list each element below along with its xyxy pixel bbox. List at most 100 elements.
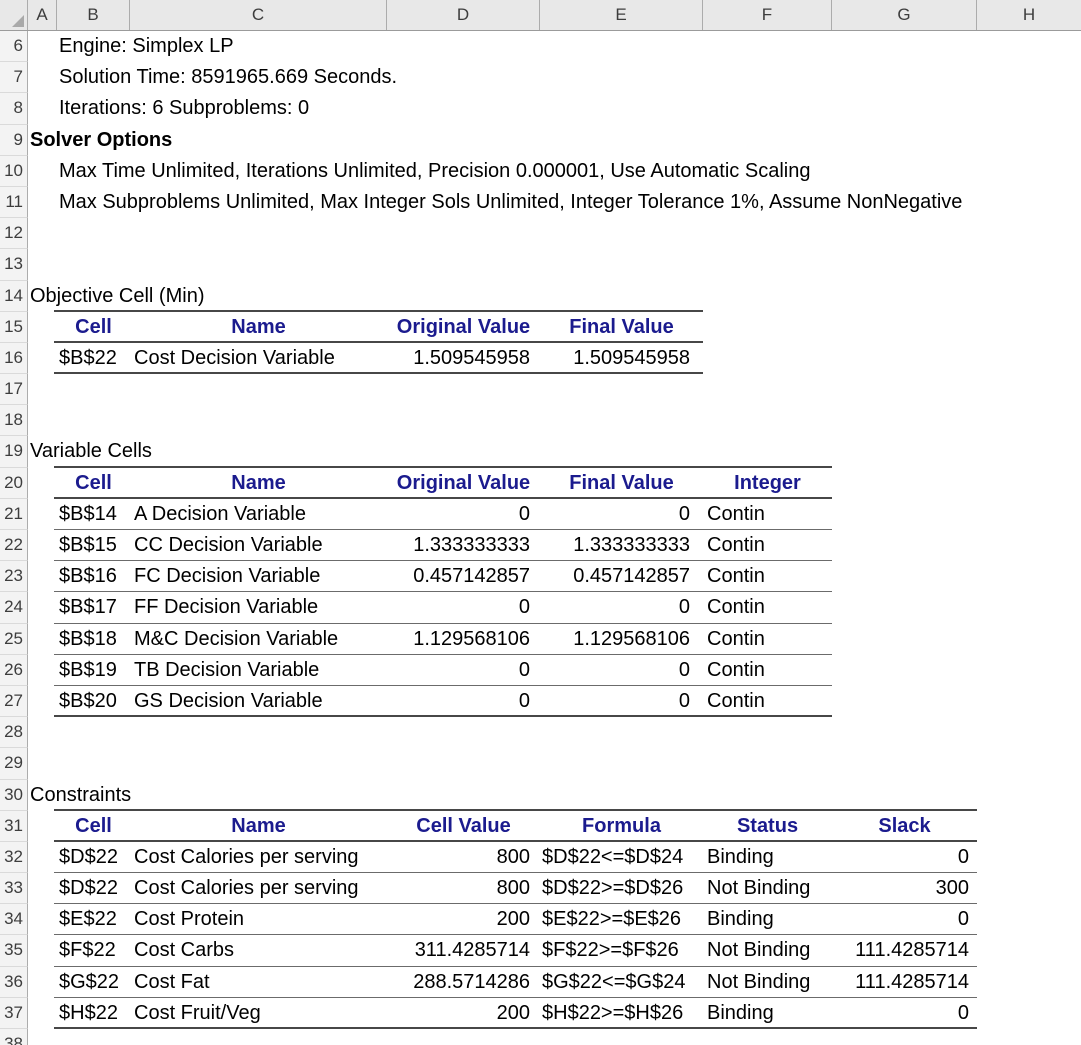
row-cells[interactable] [28, 249, 1081, 280]
row-cells[interactable] [28, 405, 1081, 436]
variable-final-value[interactable]: 0 [678, 596, 690, 619]
row-header[interactable]: 32 [0, 841, 28, 874]
constraint-formula[interactable]: $D$22>=$D$26 [542, 877, 684, 900]
cell-solution-time[interactable]: Solution Time: 8591965.669 Seconds. [59, 66, 398, 89]
objective-header-final-value[interactable]: Final Value [569, 315, 674, 338]
row-header[interactable]: 24 [0, 592, 28, 624]
row-cells[interactable] [28, 218, 1081, 249]
constraint-status[interactable]: Binding [707, 908, 774, 931]
row-header[interactable]: 11 [0, 186, 28, 219]
column-header-c[interactable]: C [130, 0, 387, 30]
variable-integer-type[interactable]: Contin [707, 627, 765, 650]
row-header[interactable]: 30 [0, 779, 28, 811]
column-header-d[interactable]: D [387, 0, 540, 30]
row-header[interactable]: 13 [0, 249, 28, 281]
variables-header-cell[interactable]: Cell [75, 471, 112, 494]
variable-original-value[interactable]: 0 [518, 689, 530, 712]
row-cells[interactable]: $B$22 Cost Decision Variable 1.509545958… [28, 343, 1081, 375]
variable-final-value[interactable]: 1.333333333 [573, 534, 690, 556]
row-header[interactable]: 21 [0, 498, 28, 530]
constraint-cell-ref[interactable]: $D$22 [59, 877, 118, 900]
constraint-status[interactable]: Not Binding [707, 939, 811, 962]
variable-name[interactable]: FF Decision Variable [134, 596, 319, 619]
constraints-header-cell[interactable]: Cell [75, 814, 112, 837]
variable-cell-ref[interactable]: $B$20 [59, 689, 117, 712]
row-cells[interactable]: $B$16 FC Decision Variable 0.457142857 0… [28, 561, 1081, 593]
constraints-header-slack[interactable]: Slack [878, 814, 931, 837]
variable-cell-ref[interactable]: $B$15 [59, 534, 117, 556]
row-header[interactable]: 15 [0, 311, 28, 343]
row-header[interactable]: 20 [0, 467, 28, 499]
constraint-slack[interactable]: 0 [957, 845, 969, 868]
constraint-name[interactable]: Cost Carbs [134, 939, 235, 962]
constraint-cell-ref[interactable]: $G$22 [59, 970, 120, 993]
row-cells[interactable]: Solver Options [28, 125, 1081, 156]
constraints-header-cell-value[interactable]: Cell Value [416, 814, 511, 837]
variables-header-name[interactable]: Name [231, 471, 286, 494]
variables-header-final-value[interactable]: Final Value [569, 471, 674, 494]
variable-integer-type[interactable]: Contin [707, 596, 765, 619]
variable-final-value[interactable]: 0.457142857 [573, 565, 690, 588]
row-cells[interactable]: Cell Name Original Value Final Value Int… [28, 468, 1081, 499]
row-header[interactable]: 36 [0, 966, 28, 998]
constraint-cell-value[interactable]: 311.4285714 [414, 939, 530, 962]
variables-header-original-value[interactable]: Original Value [396, 471, 531, 494]
row-cells[interactable]: $B$14 A Decision Variable 0 0 Contin [28, 499, 1081, 530]
row-header[interactable]: 22 [0, 530, 28, 562]
row-cells[interactable]: $D$22 Cost Calories per serving 800 $D$2… [28, 873, 1081, 905]
row-header[interactable]: 16 [0, 342, 28, 375]
row-header[interactable]: 25 [0, 623, 28, 655]
variable-cell-ref[interactable]: $B$16 [59, 565, 117, 588]
constraint-formula[interactable]: $E$22>=$E$26 [542, 908, 682, 931]
variable-cell-ref[interactable]: $B$19 [59, 658, 117, 681]
constraint-slack[interactable]: 0 [957, 1001, 969, 1024]
variable-original-value[interactable]: 0 [518, 658, 530, 681]
row-header[interactable]: 31 [0, 810, 28, 842]
constraint-name[interactable]: Cost Calories per serving [134, 845, 359, 868]
variable-name[interactable]: FC Decision Variable [134, 565, 321, 588]
row-cells[interactable]: Constraints [28, 780, 1081, 811]
constraint-status[interactable]: Not Binding [707, 970, 811, 993]
constraint-cell-ref[interactable]: $D$22 [59, 845, 118, 868]
variable-integer-type[interactable]: Contin [707, 689, 765, 712]
variable-cell-ref[interactable]: $B$14 [59, 502, 117, 525]
variable-final-value[interactable]: 0 [678, 658, 690, 681]
constraint-cell-value[interactable]: 800 [496, 877, 530, 900]
row-header[interactable]: 23 [0, 561, 28, 593]
variables-section-title[interactable]: Variable Cells [30, 440, 152, 463]
variable-name[interactable]: CC Decision Variable [134, 534, 323, 556]
variable-original-value[interactable]: 1.333333333 [413, 534, 530, 556]
row-header[interactable]: 29 [0, 748, 28, 780]
constraints-header-status[interactable]: Status [736, 814, 799, 837]
variable-integer-type[interactable]: Contin [707, 502, 765, 525]
constraint-status[interactable]: Binding [707, 845, 774, 868]
constraint-name[interactable]: Cost Fruit/Veg [134, 1001, 261, 1024]
row-cells[interactable] [28, 1029, 1081, 1045]
objective-cell-ref[interactable]: $B$22 [59, 346, 117, 369]
objective-header-name[interactable]: Name [231, 315, 286, 338]
row-cells[interactable]: Max Subproblems Unlimited, Max Integer S… [28, 187, 1081, 218]
row-header[interactable]: 35 [0, 935, 28, 967]
row-header[interactable]: 27 [0, 685, 28, 718]
row-cells[interactable]: Engine: Simplex LP [28, 31, 1081, 62]
constraint-name[interactable]: Cost Fat [134, 970, 210, 993]
cell-iterations[interactable]: Iterations: 6 Subproblems: 0 [59, 97, 310, 120]
constraint-name[interactable]: Cost Protein [134, 908, 245, 931]
variable-final-value[interactable]: 1.129568106 [573, 627, 690, 650]
objective-section-title[interactable]: Objective Cell (Min) [30, 284, 205, 307]
constraint-cell-value[interactable]: 288.5714286 [413, 970, 530, 993]
row-header[interactable]: 14 [0, 280, 28, 312]
variable-name[interactable]: A Decision Variable [134, 502, 306, 525]
column-header-g[interactable]: G [832, 0, 977, 30]
variables-header-integer[interactable]: Integer [734, 471, 801, 494]
objective-header-cell[interactable]: Cell [75, 315, 112, 338]
constraint-slack[interactable]: 111.4285714 [855, 939, 969, 962]
variable-original-value[interactable]: 0.457142857 [413, 565, 530, 588]
row-header[interactable]: 12 [0, 218, 28, 250]
row-header[interactable]: 18 [0, 405, 28, 437]
cell-engine[interactable]: Engine: Simplex LP [59, 35, 234, 57]
variable-original-value[interactable]: 0 [518, 502, 530, 525]
row-header[interactable]: 28 [0, 717, 28, 749]
constraint-formula[interactable]: $F$22>=$F$26 [542, 939, 679, 962]
row-header[interactable]: 8 [0, 93, 28, 125]
